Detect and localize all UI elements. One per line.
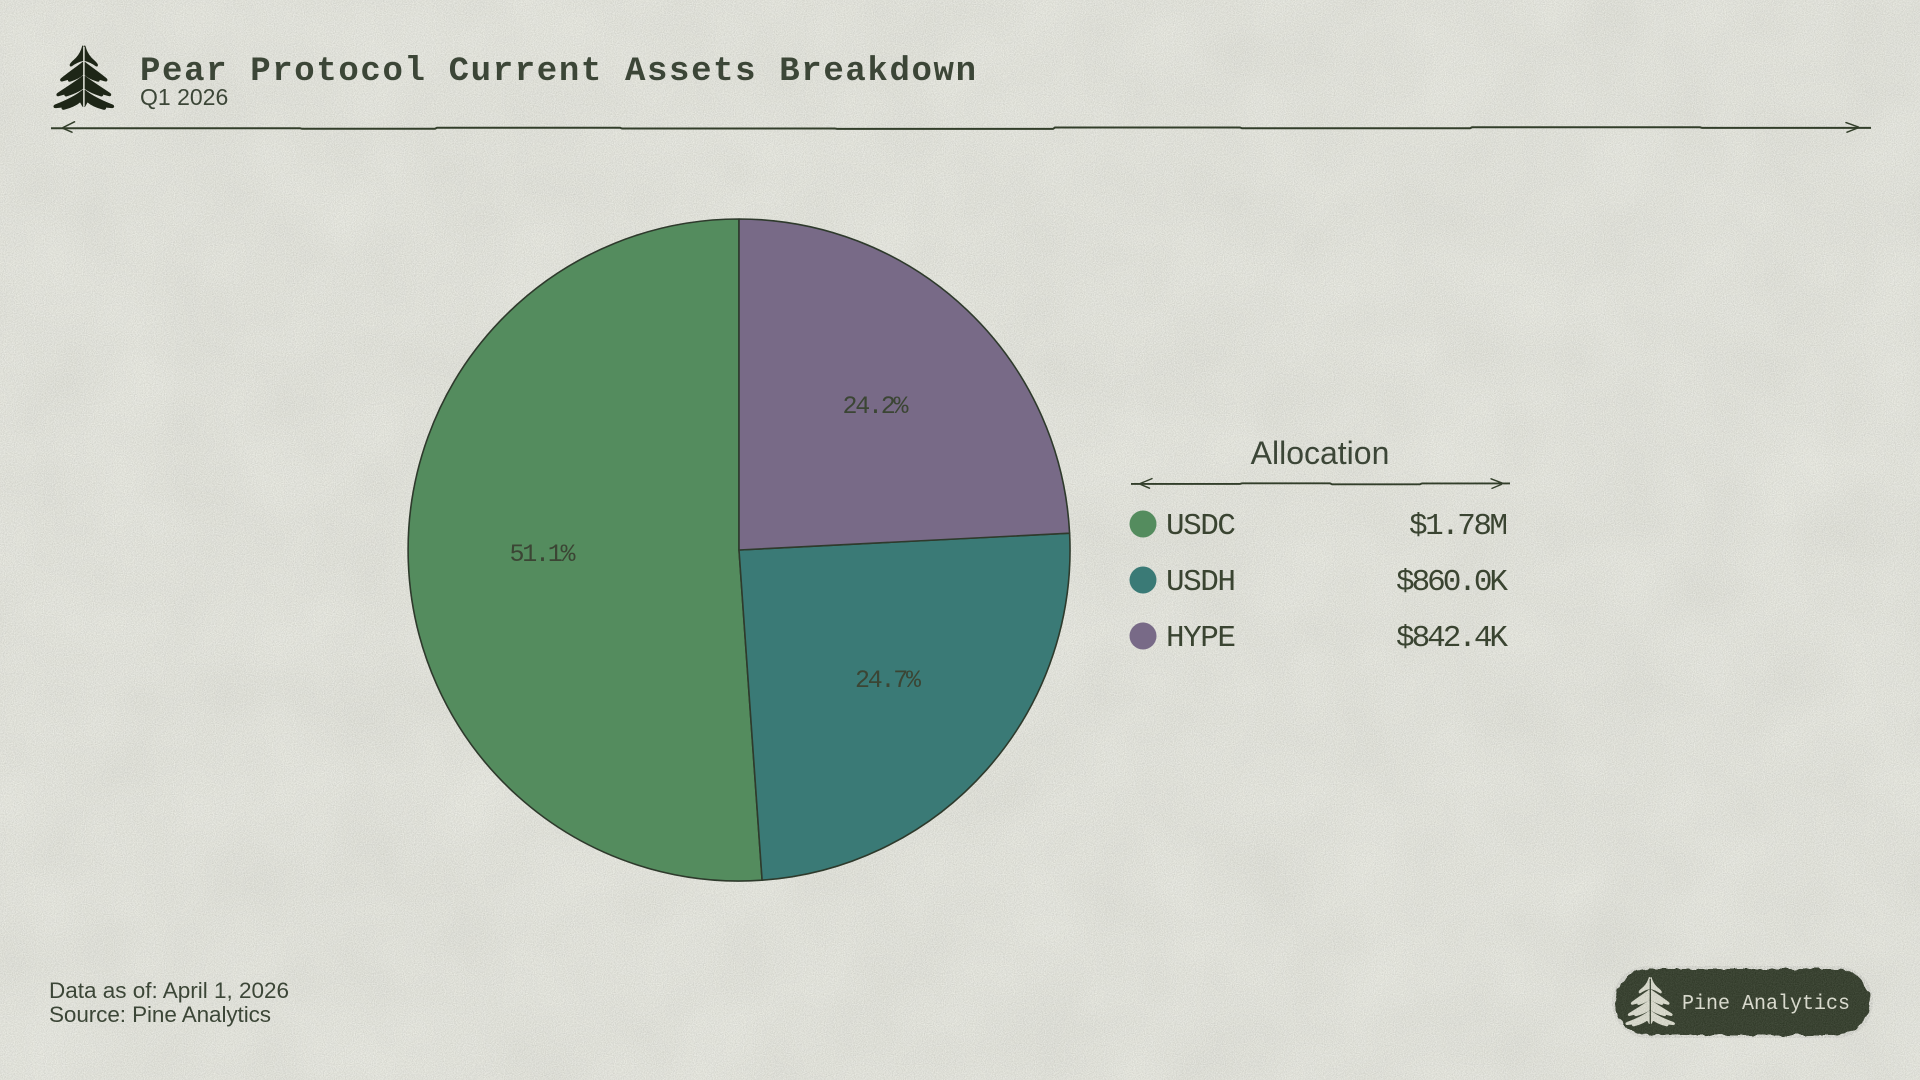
svg-text:24.7%: 24.7% (855, 666, 922, 695)
svg-text:$860.0K: $860.0K (1396, 565, 1508, 600)
svg-text:USDH: USDH (1166, 565, 1236, 600)
svg-text:Allocation: Allocation (1251, 435, 1390, 471)
svg-text:USDC: USDC (1166, 509, 1236, 544)
svg-text:51.1%: 51.1% (510, 540, 577, 569)
svg-text:Source: Pine Analytics: Source: Pine Analytics (49, 1002, 271, 1027)
svg-text:Q1 2026: Q1 2026 (140, 84, 228, 110)
svg-text:$842.4K: $842.4K (1396, 621, 1508, 656)
svg-text:Pear Protocol Current Assets B: Pear Protocol Current Assets Breakdown (140, 53, 976, 91)
svg-text:HYPE: HYPE (1166, 621, 1236, 656)
svg-text:24.2%: 24.2% (843, 392, 910, 421)
svg-text:$1.78M: $1.78M (1409, 509, 1508, 544)
svg-text:Data as of: April 1, 2026: Data as of: April 1, 2026 (49, 978, 289, 1003)
